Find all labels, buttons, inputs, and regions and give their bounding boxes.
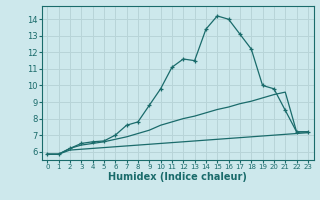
X-axis label: Humidex (Indice chaleur): Humidex (Indice chaleur) [108,172,247,182]
